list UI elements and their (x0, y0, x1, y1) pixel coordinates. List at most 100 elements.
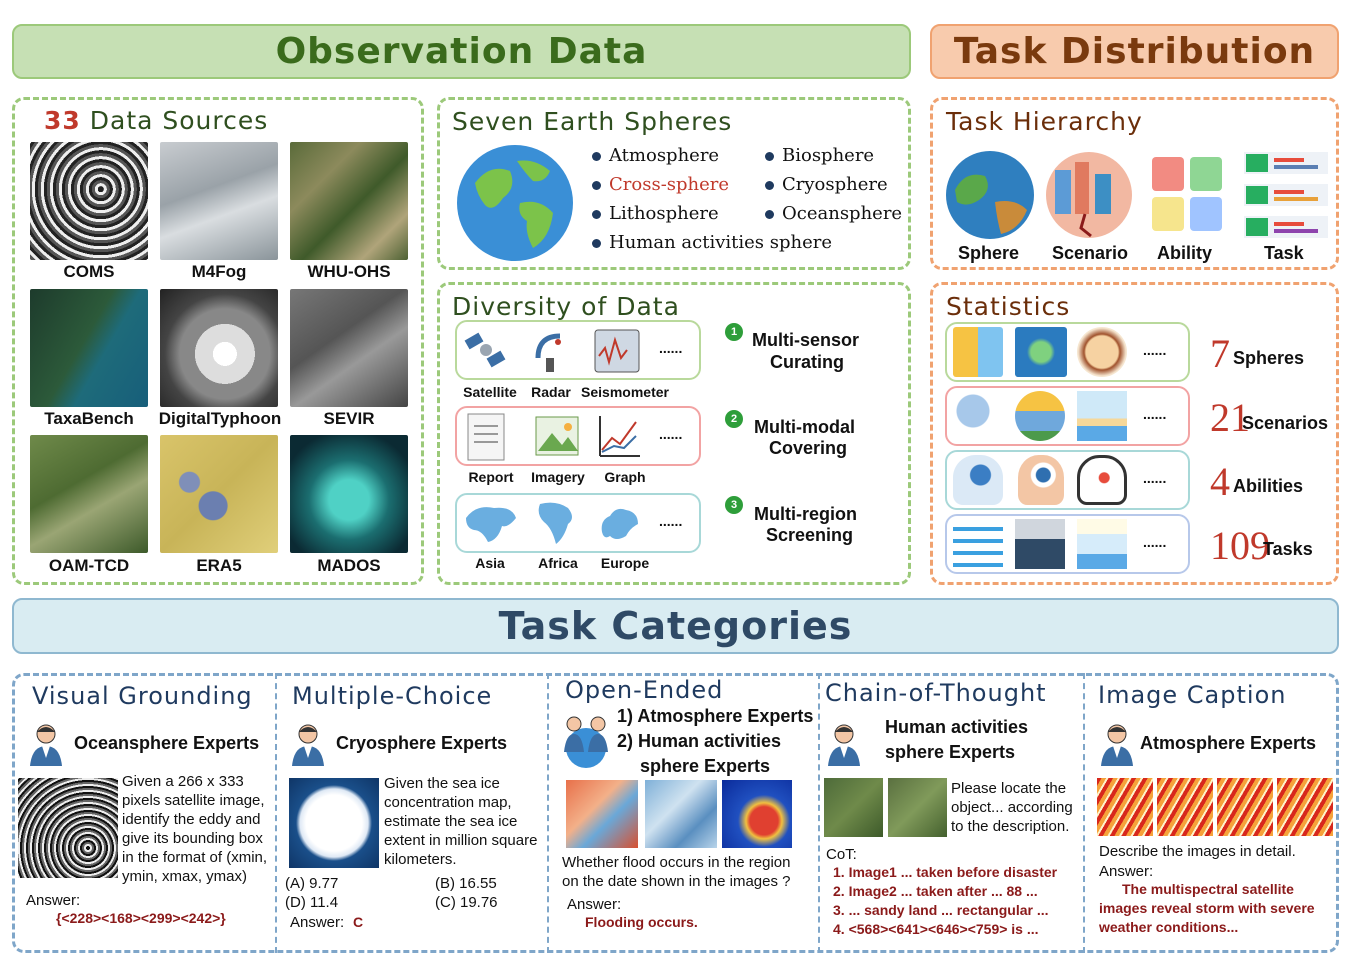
source-label-oam-tcd: OAM-TCD (48, 556, 130, 575)
cot-step-2: 2. Image2 ... taken after ... 88 ... (833, 883, 1038, 899)
observation-data-banner: Observation Data (12, 24, 911, 79)
digitaltyphoon-image (160, 289, 278, 407)
africa-map-icon (538, 502, 572, 544)
europe-map-icon (601, 508, 638, 539)
data-sources-label: Data Sources (89, 106, 269, 135)
city-icon (1015, 391, 1065, 441)
label-europe: Europe (600, 555, 650, 571)
caption-expert: Atmosphere Experts (1140, 733, 1317, 753)
stat-num-spheres: 7 (1210, 331, 1230, 376)
chain-of-thought-title: Chain-of-Thought (825, 679, 1047, 707)
diversity-title: Diversity of Data (452, 292, 680, 321)
step-2-line2: Covering (769, 438, 848, 458)
label-graph: Graph (604, 469, 646, 485)
hierarchy-label-task: Task (1264, 243, 1304, 263)
island-icon (1015, 327, 1067, 377)
mc-option-b: (B) 16.55 (435, 875, 497, 892)
report-icon (467, 413, 505, 461)
cot-step-3: 3. ... sandy land ... rectangular ... (833, 902, 1049, 918)
storm-image-3 (1217, 778, 1273, 836)
cot-step-1: 1. Image1 ... taken before disaster (833, 864, 1058, 880)
cot-expert-1: Human activities (885, 717, 1029, 737)
expert-avatar-icon (828, 724, 860, 766)
stat-row-scenarios (945, 386, 1190, 446)
ability-icon (1152, 157, 1222, 231)
visual-answer-label: Answer: (26, 892, 81, 909)
tree-roots-icon (1077, 327, 1127, 377)
visual-expert: Oceansphere Experts (74, 733, 260, 753)
visual-grounding-title: Visual Grounding (32, 682, 253, 710)
open-question: Whether flood occurs in the region on the… (562, 854, 791, 890)
divider-3 (818, 673, 820, 953)
imagery-icon (535, 416, 579, 456)
label-radar: Radar (531, 384, 571, 400)
cot-label: CoT: (826, 846, 857, 863)
taxabench-image (30, 289, 148, 407)
expert-avatar-icon (30, 724, 62, 766)
sphere-human-activities: Human activities sphere (592, 232, 832, 253)
stat-ellipsis-3: ...... (1143, 470, 1167, 486)
caption-answer-2: images reveal storm with severe (1099, 900, 1315, 916)
mc-option-a: (A) 9.77 (285, 875, 339, 892)
graph-icon (599, 416, 640, 457)
m4fog-image (160, 142, 278, 260)
task-hierarchy-panel (930, 97, 1339, 270)
head-gear-icon (953, 455, 1003, 505)
stat-label-tasks: Tasks (1263, 539, 1313, 559)
multiple-choice-title: Multiple-Choice (292, 682, 493, 710)
task-categories-panel (12, 673, 1339, 953)
label-africa: Africa (538, 555, 578, 571)
stat-row-tasks (945, 514, 1190, 574)
mados-image (290, 435, 408, 553)
expert-avatar-icon (292, 724, 324, 766)
source-label-taxabench: TaxaBench (44, 409, 134, 428)
source-label-coms: COMS (63, 262, 115, 281)
beach-icon (1077, 391, 1127, 441)
asia-map-icon (466, 507, 516, 542)
mc-answer-label: Answer: (290, 914, 345, 931)
hierarchy-label-scenario: Scenario (1052, 243, 1129, 263)
step-1-line2: Curating (770, 352, 844, 372)
cot-expert-2: sphere Experts (885, 742, 1016, 762)
sea-ice-map-image (289, 778, 379, 868)
whu-ohs-image (290, 142, 408, 260)
task-hierarchy-title: Task Hierarchy (946, 107, 1143, 136)
caption-answer-1: The multispectral satellite (1122, 881, 1294, 897)
source-label-m4fog: M4Fog (191, 262, 247, 281)
statistics-title: Statistics (946, 292, 1071, 321)
sphere-biosphere: Biosphere (765, 145, 874, 166)
label-asia: Asia (475, 555, 505, 571)
modal-ellipsis: ...... (659, 426, 683, 442)
storm-icon (953, 391, 1003, 441)
region-row (455, 493, 701, 553)
stat-ellipsis-1: ...... (1143, 342, 1167, 358)
stat-num-scenarios: 21 (1210, 395, 1250, 440)
divider-4 (1083, 673, 1085, 953)
before-disaster-image (824, 778, 883, 837)
stat-row-spheres (945, 322, 1190, 382)
sphere-atmosphere: Atmosphere (592, 145, 719, 166)
diversity-panel (437, 282, 911, 585)
expert-avatar-icon (1101, 724, 1133, 766)
expert-group-icon (564, 716, 608, 768)
stat-num-abilities: 4 (1210, 459, 1230, 504)
scenario-icon (1046, 152, 1132, 238)
task-icon (1244, 152, 1328, 238)
flood-image-3 (722, 780, 792, 848)
source-label-mados: MADOS (317, 556, 381, 575)
step-2-line1: Multi-modal (754, 417, 855, 437)
sensor-ellipsis: ...... (659, 340, 683, 356)
divider-1 (275, 673, 277, 953)
statistics-panel (930, 282, 1339, 585)
wind-wave-icon (953, 519, 1003, 569)
seismometer-icon (594, 329, 640, 373)
sphere-cross-sphere: Cross-sphere (592, 174, 729, 195)
stat-label-spheres: Spheres (1233, 348, 1305, 368)
step-1-line1: Multi-sensor (752, 330, 860, 350)
data-sources-count: 33 (44, 106, 81, 135)
caption-answer-3: weather conditions... (1099, 919, 1239, 935)
sphere-oceansphere: Oceansphere (765, 203, 902, 224)
factory-icon (1015, 519, 1065, 569)
source-label-era5: ERA5 (196, 556, 242, 575)
storm-image-2 (1157, 778, 1213, 836)
